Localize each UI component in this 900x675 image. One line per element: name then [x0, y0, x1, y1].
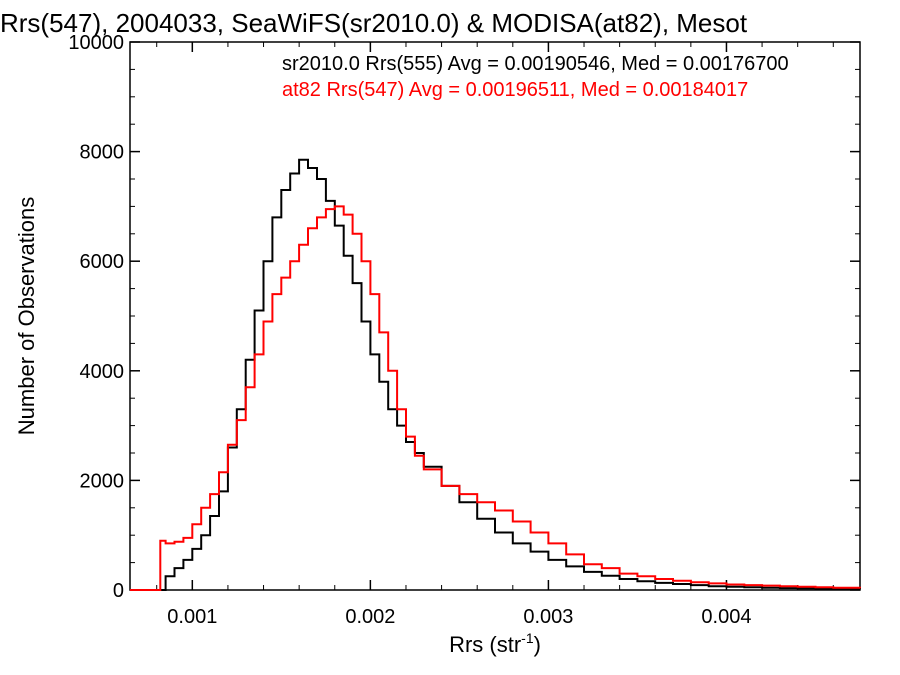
chart-title: Rrs(547), 2004033, SeaWiFS(sr2010.0) & M…: [0, 8, 748, 38]
x-axis-label-superscript: -1: [521, 630, 534, 646]
y-tick-label-3: 6000: [80, 251, 125, 273]
x-tick-label-1: 0.002: [345, 606, 395, 628]
x-tick-label-3: 0.004: [701, 606, 751, 628]
axis-tick-labels: 0.001 0.002 0.003 0.004 0 2000 4000 6000 8000 100…: [68, 32, 751, 628]
x-tick-label-2: 0.003: [523, 606, 573, 628]
histogram-series: [130, 158, 861, 591]
legend-annotations: sr2010.0 Rrs(555) Avg = 0.00190546, Med …: [282, 53, 789, 101]
series-line-1: [130, 205, 861, 591]
y-tick-label-1: 2000: [80, 470, 125, 492]
annotation-0: sr2010.0 Rrs(555) Avg = 0.00190546, Med …: [282, 53, 789, 75]
x-axis-label: Rrs (str-1): [449, 630, 541, 657]
series-line-0: [130, 158, 861, 591]
y-tick-label-5: 10000: [68, 32, 124, 54]
y-tick-label-2: 4000: [80, 361, 125, 383]
y-tick-label-4: 8000: [80, 142, 125, 164]
annotation-1: at82 Rrs(547) Avg = 0.00196511, Med = 0.…: [282, 79, 748, 101]
y-tick-label-0: 0: [113, 580, 124, 602]
y-axis-label: Number of Observations: [14, 197, 39, 435]
x-tick-label-0: 0.001: [167, 606, 217, 628]
x-axis-label-main: Rrs (str: [449, 632, 521, 657]
x-axis-label-close: ): [534, 632, 541, 657]
